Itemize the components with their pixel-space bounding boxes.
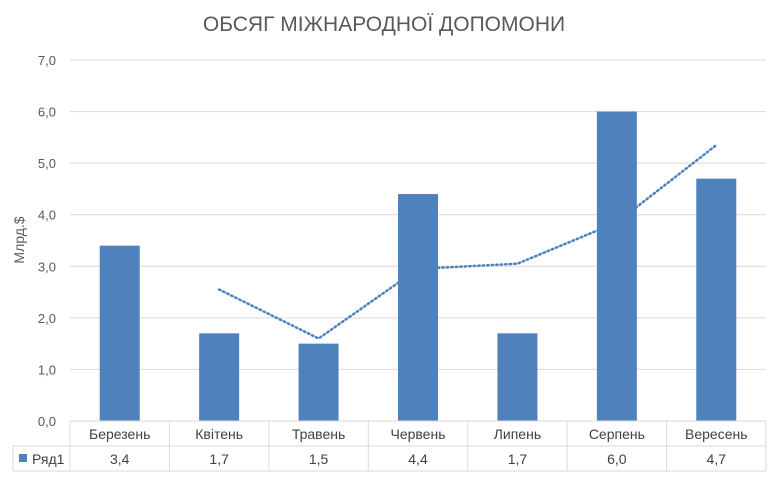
data-table-value: 1,7: [209, 451, 229, 467]
y-tick-label: 6,0: [38, 105, 56, 120]
category-label: Березень: [89, 426, 150, 442]
y-tick-label: 1,0: [38, 362, 56, 377]
bar: [696, 178, 737, 421]
legend-series-name: Ряд1: [32, 451, 65, 467]
y-tick-label: 0,0: [38, 414, 56, 429]
y-tick-label: 5,0: [38, 156, 56, 171]
legend-swatch: [19, 454, 27, 462]
category-label: Червень: [391, 426, 446, 442]
trendline: [217, 143, 718, 340]
bars: [99, 111, 737, 422]
data-table: Березень Квітень Травень Червень Липень Серпе…: [12, 420, 767, 472]
category-label: Квітень: [195, 426, 243, 442]
y-tick-label: 3,0: [38, 259, 56, 274]
data-table-value: 3,4: [110, 451, 130, 467]
bar: [398, 194, 438, 421]
data-table-value: 4,4: [408, 451, 428, 467]
category-label: Серпень: [589, 426, 645, 442]
bar: [497, 333, 538, 421]
category-label: Липень: [494, 426, 541, 442]
y-tick-label: 2,0: [38, 311, 56, 326]
y-tick-label: 4,0: [38, 208, 56, 223]
bar: [298, 343, 339, 421]
y-axis-label: Млрд.$: [11, 216, 27, 263]
y-tick-label: 7,0: [38, 53, 56, 68]
data-table-value: 6,0: [607, 451, 627, 467]
data-table-value: 4,7: [707, 451, 727, 467]
bar: [199, 333, 240, 421]
category-label: Травень: [292, 426, 345, 442]
data-table-value: 1,7: [508, 451, 528, 467]
chart-title: ОБСЯГ МІЖНАРОДНОЇ ДОПОМОНИ: [203, 13, 565, 36]
bar: [596, 111, 637, 422]
data-table-value: 1,5: [309, 451, 329, 467]
category-label: Вересень: [685, 426, 748, 442]
y-axis-ticks: 0,0 1,0 2,0 3,0 4,0 5,0 6,0 7,0: [38, 53, 56, 429]
trendline-path: [217, 143, 718, 340]
bar: [99, 245, 140, 421]
